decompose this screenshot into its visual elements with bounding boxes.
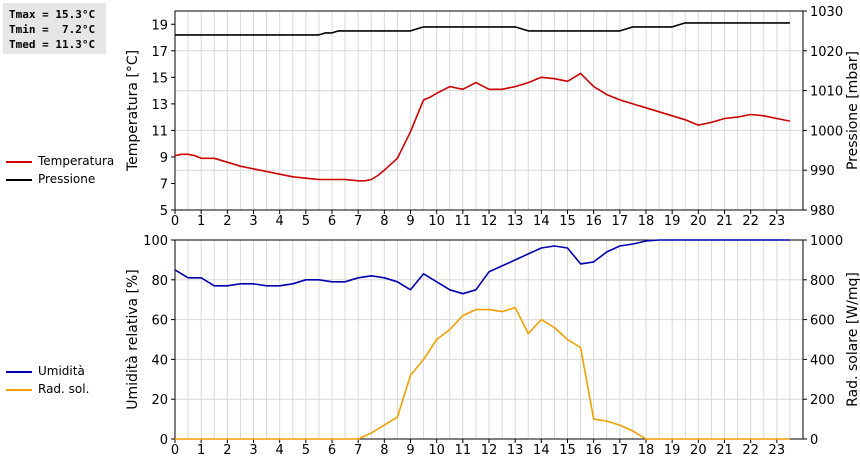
y-tick-label: 0 bbox=[160, 433, 168, 448]
x-tick-label: 4 bbox=[276, 443, 284, 458]
y-tick-label: 60 bbox=[151, 314, 168, 329]
x-tick-label: 12 bbox=[481, 214, 498, 229]
legend-swatch-umidita bbox=[6, 371, 32, 373]
x-tick-label: 20 bbox=[690, 214, 707, 229]
y2-tick-label: 400 bbox=[810, 353, 835, 368]
x-tick-label: 6 bbox=[328, 443, 336, 458]
x-tick-label: 15 bbox=[559, 443, 576, 458]
x-tick-label: 10 bbox=[428, 214, 445, 229]
x-tick-label: 8 bbox=[380, 443, 388, 458]
legend-swatch-radsol bbox=[6, 389, 32, 391]
x-tick-label: 17 bbox=[612, 443, 629, 458]
y-tick-label: 19 bbox=[151, 18, 168, 33]
x-tick-label: 21 bbox=[716, 214, 733, 229]
x-tick-label: 15 bbox=[559, 214, 576, 229]
legend-label-radsol: Rad. sol. bbox=[38, 382, 90, 396]
stat-tmax: Tmax = 15.3°C bbox=[9, 8, 96, 21]
y2-tick-label: 1000 bbox=[810, 124, 843, 139]
legend-label-pressione: Pressione bbox=[38, 172, 96, 186]
stat-tmed: Tmed = 11.3°C bbox=[9, 38, 96, 51]
x-tick-label: 19 bbox=[664, 443, 681, 458]
legend-label-umidita: Umidità bbox=[38, 364, 85, 378]
x-tick-label: 1 bbox=[197, 443, 205, 458]
series-line-rad-sol- bbox=[175, 306, 790, 440]
x-tick-label: 16 bbox=[585, 214, 602, 229]
y2-tick-label: 1000 bbox=[810, 234, 843, 249]
x-tick-label: 18 bbox=[638, 443, 655, 458]
chart-temperature-pressure: 0 1 2 3 4 5 6 7 8 9 10 11 12 13 14 15 16 17 18 19 20 21 22 2357… bbox=[125, 5, 860, 229]
x-tick-label: 11 bbox=[455, 214, 472, 229]
chart-humidity-radiation: 0 1 2 3 4 5 6 7 8 9 10 11 12 13 14 15 16 17 18 19 20 21 22 2302… bbox=[125, 234, 860, 458]
x-tick-label: 9 bbox=[406, 214, 414, 229]
y-tick-label: 9 bbox=[160, 151, 168, 166]
x-tick-label: 0 bbox=[171, 443, 179, 458]
y-tick-label: 13 bbox=[151, 98, 168, 113]
y2-tick-label: 980 bbox=[810, 204, 835, 219]
x-tick-label: 3 bbox=[249, 214, 257, 229]
y-tick-label: 15 bbox=[151, 71, 168, 86]
series-line-temperatura bbox=[174, 72, 791, 182]
x-tick-label: 18 bbox=[638, 214, 655, 229]
y2-tick-label: 1030 bbox=[810, 5, 843, 20]
y-axis-label: Umidità relativa [%] bbox=[125, 269, 141, 410]
y-tick-label: 5 bbox=[160, 204, 168, 219]
y2-tick-label: 600 bbox=[810, 314, 835, 329]
x-tick-label: 0 bbox=[171, 214, 179, 229]
x-tick-label: 23 bbox=[769, 214, 786, 229]
x-tick-label: 14 bbox=[533, 443, 550, 458]
y-axis-label: Temperatura [°C] bbox=[125, 50, 141, 172]
x-tick-label: 5 bbox=[302, 214, 310, 229]
x-tick-label: 13 bbox=[507, 214, 524, 229]
y2-tick-label: 1010 bbox=[810, 85, 843, 100]
y2-tick-label: 800 bbox=[810, 274, 835, 289]
x-tick-label: 5 bbox=[302, 443, 310, 458]
y2-tick-label: 990 bbox=[810, 164, 835, 179]
x-tick-label: 17 bbox=[612, 214, 629, 229]
y2-tick-label: 200 bbox=[810, 393, 835, 408]
stat-tmin: Tmin = 7.2°C bbox=[9, 23, 96, 36]
x-tick-label: 2 bbox=[223, 214, 231, 229]
x-tick-label: 21 bbox=[716, 443, 733, 458]
x-tick-label: 16 bbox=[585, 443, 602, 458]
y2-axis-label: Rad. solare [W/mq] bbox=[845, 272, 860, 407]
legend-label-temperatura: Temperatura bbox=[38, 154, 115, 168]
series-line-umidit- bbox=[174, 239, 790, 295]
x-tick-label: 10 bbox=[428, 443, 445, 458]
x-tick-label: 22 bbox=[742, 443, 759, 458]
x-tick-label: 13 bbox=[507, 443, 524, 458]
x-tick-label: 11 bbox=[455, 443, 472, 458]
y2-axis-label: Pressione [mbar] bbox=[845, 51, 860, 170]
y-tick-label: 80 bbox=[151, 274, 168, 289]
y2-tick-label: 0 bbox=[810, 433, 818, 448]
x-tick-label: 20 bbox=[690, 443, 707, 458]
legend-swatch-temperatura bbox=[6, 161, 32, 163]
y-tick-label: 20 bbox=[151, 393, 168, 408]
x-tick-label: 1 bbox=[197, 214, 205, 229]
y-tick-label: 40 bbox=[151, 353, 168, 368]
legend-swatch-pressione bbox=[6, 179, 32, 181]
x-tick-label: 6 bbox=[328, 214, 336, 229]
y-tick-label: 100 bbox=[143, 234, 168, 249]
x-tick-label: 7 bbox=[354, 214, 362, 229]
y-tick-label: 17 bbox=[151, 45, 168, 60]
stats-box: Tmax = 15.3°C Tmin = 7.2°C Tmed = 11.3°C bbox=[3, 3, 106, 54]
x-tick-label: 23 bbox=[769, 443, 786, 458]
y-tick-label: 7 bbox=[160, 177, 168, 192]
series-line-pressione bbox=[175, 22, 790, 36]
x-tick-label: 4 bbox=[276, 214, 284, 229]
x-tick-label: 7 bbox=[354, 443, 362, 458]
x-tick-label: 22 bbox=[742, 214, 759, 229]
y2-tick-label: 1020 bbox=[810, 45, 843, 60]
x-tick-label: 14 bbox=[533, 214, 550, 229]
y-tick-label: 11 bbox=[151, 124, 168, 139]
x-tick-label: 9 bbox=[406, 443, 414, 458]
x-tick-label: 19 bbox=[664, 214, 681, 229]
x-tick-label: 12 bbox=[481, 443, 498, 458]
x-tick-label: 8 bbox=[380, 214, 388, 229]
x-tick-label: 3 bbox=[249, 443, 257, 458]
x-tick-label: 2 bbox=[223, 443, 231, 458]
